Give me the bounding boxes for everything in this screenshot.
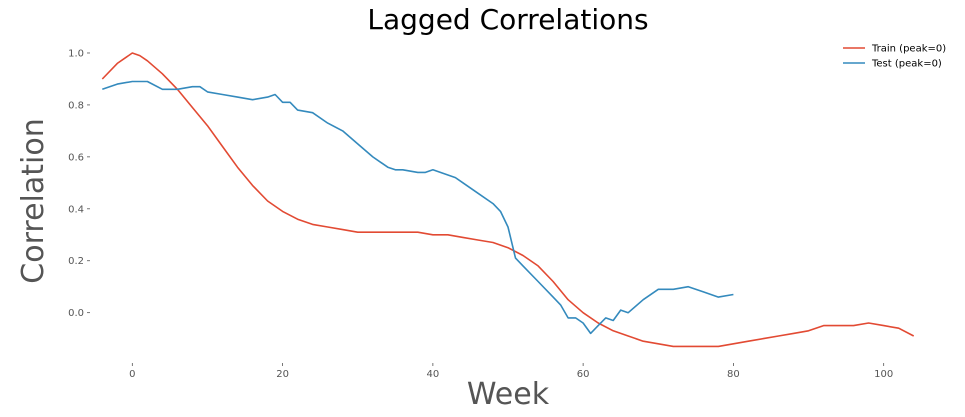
- y-axis-ticks: 0.0 0.2 0.4 0.6 0.8 1.0: [68, 48, 90, 319]
- series-line-train: [101, 52, 915, 348]
- chart-title: Lagged Correlations: [367, 3, 648, 36]
- x-tick-label: 40: [426, 369, 439, 380]
- series-line-test: [102, 80, 734, 335]
- x-axis-label: Week: [467, 377, 550, 412]
- x-axis-ticks: 0 20 40 60 80 100: [129, 363, 893, 380]
- series-layer: [101, 52, 915, 348]
- x-tick-label: 80: [727, 369, 740, 380]
- x-tick-label: 20: [276, 369, 289, 380]
- y-tick-label: 0.6: [68, 152, 84, 163]
- x-tick-label: 0: [129, 369, 135, 380]
- x-tick-label: 60: [577, 369, 590, 380]
- y-tick-label: 0.0: [68, 308, 84, 319]
- y-tick-label: 0.2: [68, 256, 84, 267]
- legend: Train (peak=0) Test (peak=0): [843, 44, 946, 70]
- y-tick-label: 0.8: [68, 100, 84, 111]
- y-axis-label: Correlation: [16, 118, 51, 283]
- y-tick-label: 0.4: [68, 204, 84, 215]
- y-tick-label: 1.0: [68, 48, 84, 59]
- x-tick-label: 100: [874, 369, 893, 380]
- legend-label-train: Train (peak=0): [871, 44, 946, 55]
- legend-label-test: Test (peak=0): [871, 59, 942, 70]
